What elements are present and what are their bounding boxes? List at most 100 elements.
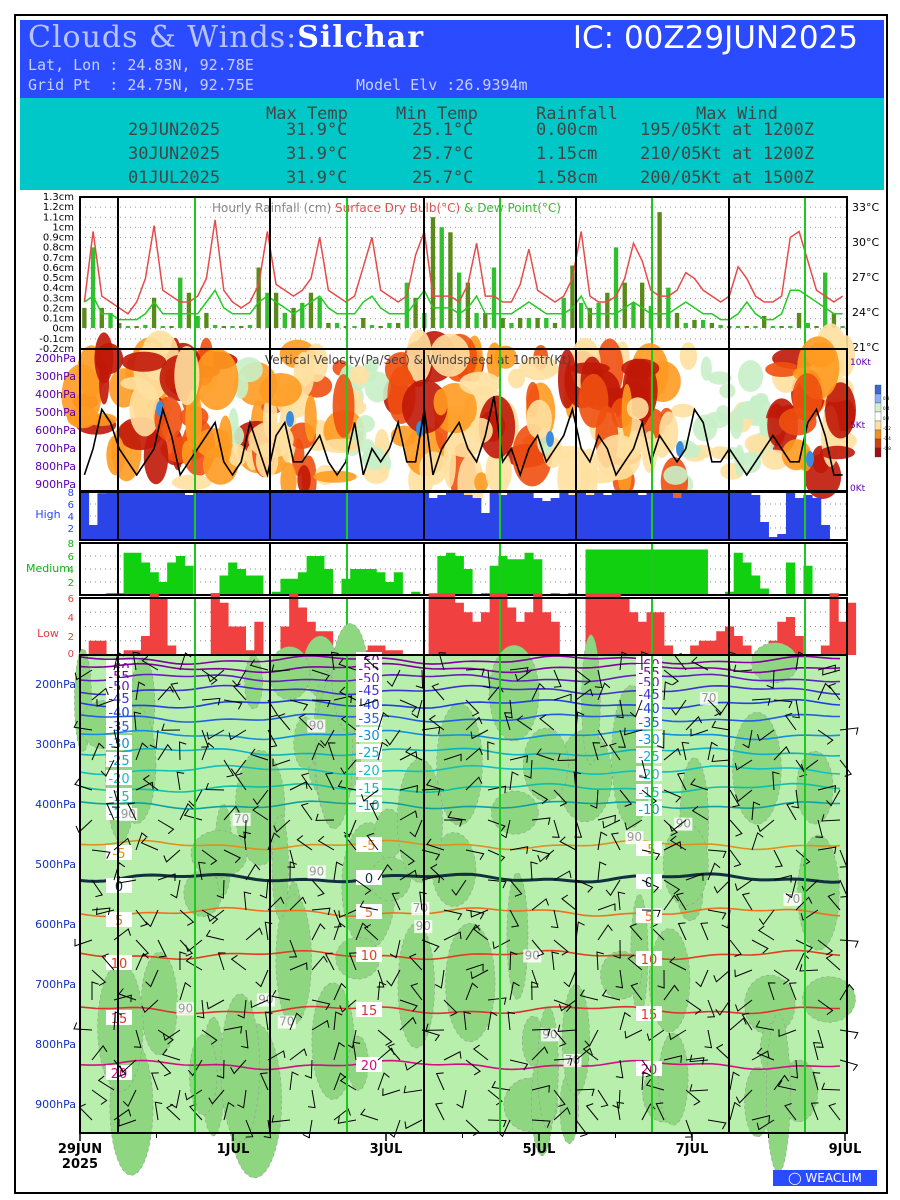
wind-barb: [333, 1011, 343, 1031]
isotherm-line: [79, 1005, 840, 1015]
wind-barb: [113, 1011, 122, 1031]
wind-barb: [795, 939, 814, 954]
wind-barb: [135, 939, 150, 957]
y-tick-label: 6: [68, 552, 74, 563]
wind-barb: [615, 969, 624, 989]
vv-cell: [304, 343, 329, 382]
row-max: 31.9°C: [286, 144, 348, 164]
rain-bar: [805, 322, 810, 328]
wind-barb: [463, 1011, 471, 1031]
cloud-bar: [629, 612, 639, 655]
wind-barb: [245, 863, 261, 881]
wind-barb: [201, 909, 219, 925]
wind-barb: [443, 1051, 462, 1061]
rh-contour: [275, 894, 312, 1025]
panel-label: Low: [37, 627, 59, 640]
wind-barb: [403, 1085, 423, 1094]
vv-cell: [781, 439, 812, 471]
y-tick-label: 8: [68, 539, 74, 550]
wind-barb: [597, 682, 611, 701]
wind-barb: [729, 939, 742, 957]
wind-barb: [613, 939, 621, 959]
x-tick-label: 3JUL: [370, 1142, 403, 1157]
rh-contour: [802, 976, 856, 1023]
rh-label: 90: [258, 992, 273, 1006]
wind-barb: [145, 969, 159, 988]
wind-barb: [355, 922, 369, 941]
wind-barb: [91, 1089, 108, 1105]
wind-barb: [791, 789, 799, 809]
cloud-bar: [402, 492, 412, 540]
wind-barb: [639, 759, 647, 779]
wind-barb: [597, 831, 608, 851]
vv-cell: [356, 415, 375, 433]
rh-label-bg: [523, 949, 542, 963]
x-tick-label: 29JUN: [58, 1142, 102, 1157]
wind-barb: [552, 819, 560, 838]
vv-cell: [433, 389, 449, 416]
isotherm-label-bg: [356, 947, 382, 962]
rh-label-bg: [119, 807, 138, 821]
wind-barb: [234, 772, 247, 791]
cloud-bar: [829, 593, 839, 655]
rain-bar: [99, 307, 104, 328]
rain-bar: [796, 312, 802, 328]
rain-bar: [151, 297, 157, 328]
wind-barb: [435, 1102, 445, 1121]
wind-barb: [385, 729, 401, 746]
wind-barb: [516, 715, 533, 731]
y-tick-label: 300hPa: [35, 370, 76, 383]
wind-barb: [333, 1041, 345, 1061]
vv-cell: [358, 438, 375, 454]
wind-barb: [230, 1059, 247, 1075]
vv-cell: [710, 446, 731, 460]
wind-barb: [438, 652, 447, 671]
cloud-bar: [219, 602, 229, 655]
cloud-bar: [446, 593, 456, 655]
wind-barb: [557, 1024, 577, 1032]
wind-barb: [531, 898, 549, 911]
vv-cell: [519, 355, 559, 381]
latlon-label: Lat, Lon : 24.83N, 92.78E: [28, 56, 254, 74]
wind-barb: [624, 819, 643, 831]
row-max: 31.9°C: [286, 120, 348, 140]
wind-barb: [428, 714, 445, 731]
wind-barb: [451, 879, 467, 896]
rain-bar: [326, 322, 331, 328]
y-tick-label: 300hPa: [35, 738, 76, 751]
rain-bar: [413, 297, 418, 328]
wind-barb: [645, 1079, 665, 1091]
wind-barb: [711, 720, 731, 731]
wind-barb: [531, 682, 546, 701]
wind-barb: [320, 729, 335, 747]
wind-barb: [170, 879, 181, 899]
isotherm-label: 10: [361, 949, 378, 964]
rain-bar: [186, 292, 192, 328]
rain-bar: [361, 317, 366, 328]
wind-barb: [685, 1089, 701, 1106]
row-date: 01JUL2025: [128, 168, 221, 188]
isotherm-label: 5: [365, 906, 373, 921]
isotherm-label-bg: [636, 784, 662, 799]
cloud-bar: [690, 549, 700, 595]
cloud-bar: [716, 631, 726, 655]
y-tick-label: 2: [68, 524, 74, 535]
wind-barb: [618, 729, 626, 748]
colorbar-label: 0.4: [883, 406, 890, 411]
wind-barb: [492, 939, 511, 950]
wind-barb: [663, 894, 679, 911]
rain-bar: [143, 324, 148, 328]
wind-barb: [575, 688, 594, 701]
wind-barb: [399, 810, 418, 821]
wind-barb: [671, 699, 687, 716]
isotherm-label: -40: [358, 698, 379, 713]
cloud-bar: [681, 549, 691, 595]
wind-barb: [223, 849, 242, 864]
rain-bar: [718, 324, 723, 328]
wind-barb: [685, 1057, 705, 1065]
wind-barb: [145, 909, 159, 928]
cloud-bar: [123, 552, 133, 595]
cloud-bar: [611, 593, 621, 655]
row-rain: 0.00cm: [536, 120, 598, 140]
wind-barb: [669, 819, 687, 833]
